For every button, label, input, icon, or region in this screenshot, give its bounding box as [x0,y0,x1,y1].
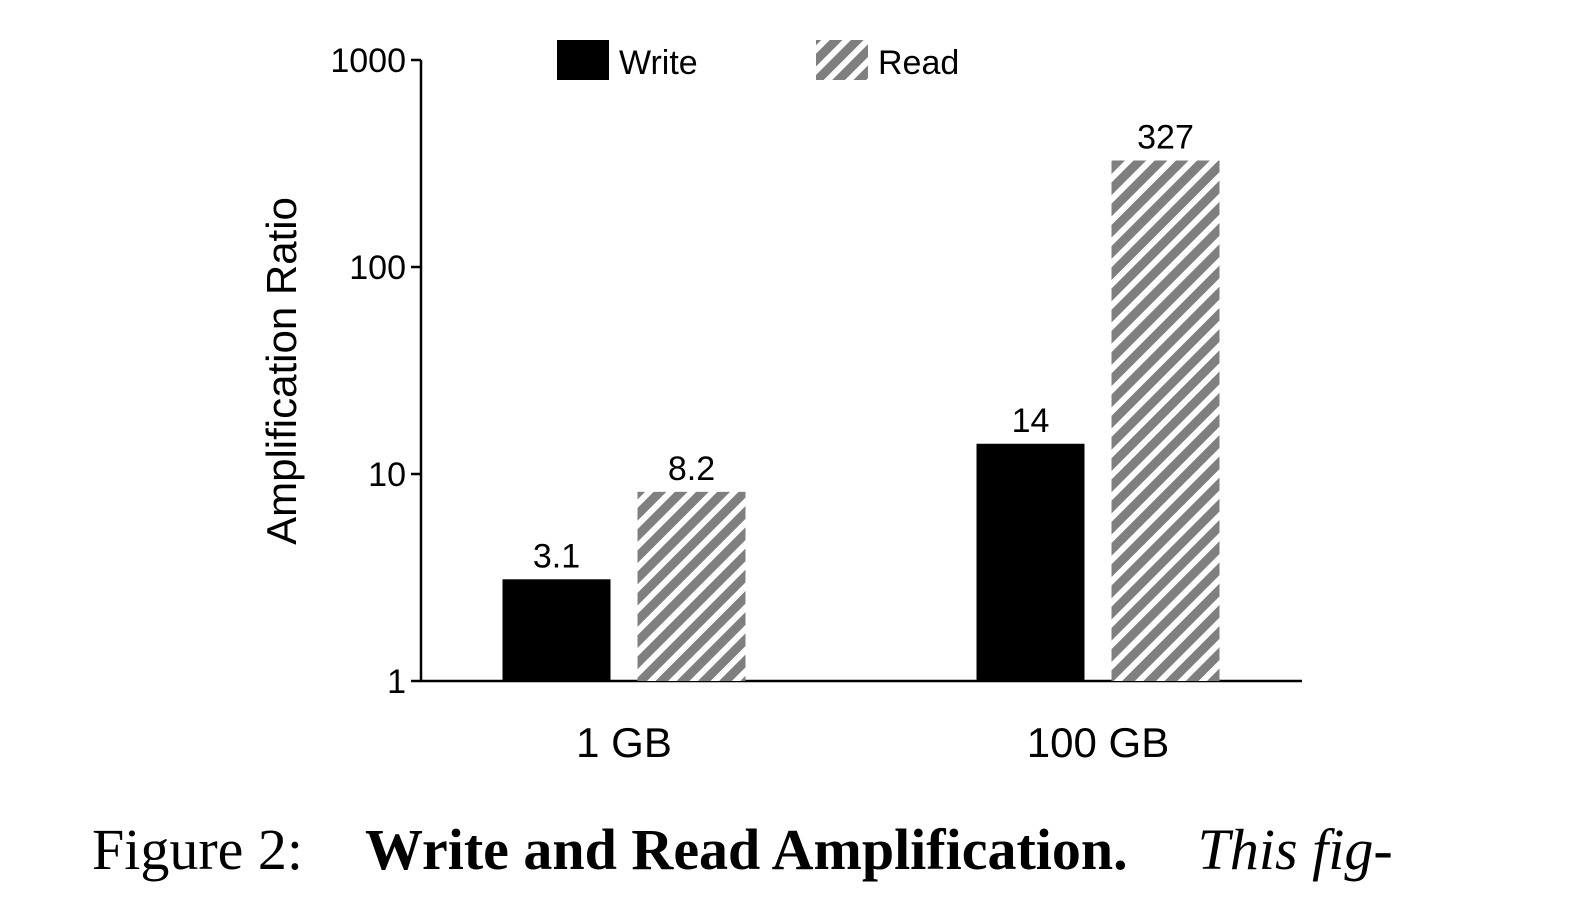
figure-caption: Figure 2: Write and Read Amplification. Th… [92,816,1393,883]
y-tick-label: 1000 [330,42,406,80]
caption-rest: This fig- [1197,817,1393,882]
bar-value-label: 3.1 [533,537,580,575]
y-tick-label: 1 [387,663,406,701]
x-tick-label: 100 GB [1027,719,1169,766]
bar-value-label: 8.2 [668,450,715,488]
y-tick-label: 100 [349,249,406,287]
legend-label-write: Write [619,44,698,82]
bar-write [502,579,611,681]
caption-label: Figure 2: [92,817,304,882]
x-tick-label: 1 GB [576,719,672,766]
y-tick-label: 10 [368,456,406,494]
caption-title: Write and Read Amplification. [365,817,1128,882]
legend-label-read: Read [878,44,959,82]
legend-swatch-write [557,40,609,80]
bar-write [976,443,1085,681]
legend-swatch-read [816,40,868,80]
bar-read [1111,160,1220,681]
bar-value-label: 14 [1012,402,1050,440]
bar-value-label: 327 [1137,118,1194,156]
bar-read [637,491,746,681]
y-axis-label: Amplification Ratio [258,197,305,545]
